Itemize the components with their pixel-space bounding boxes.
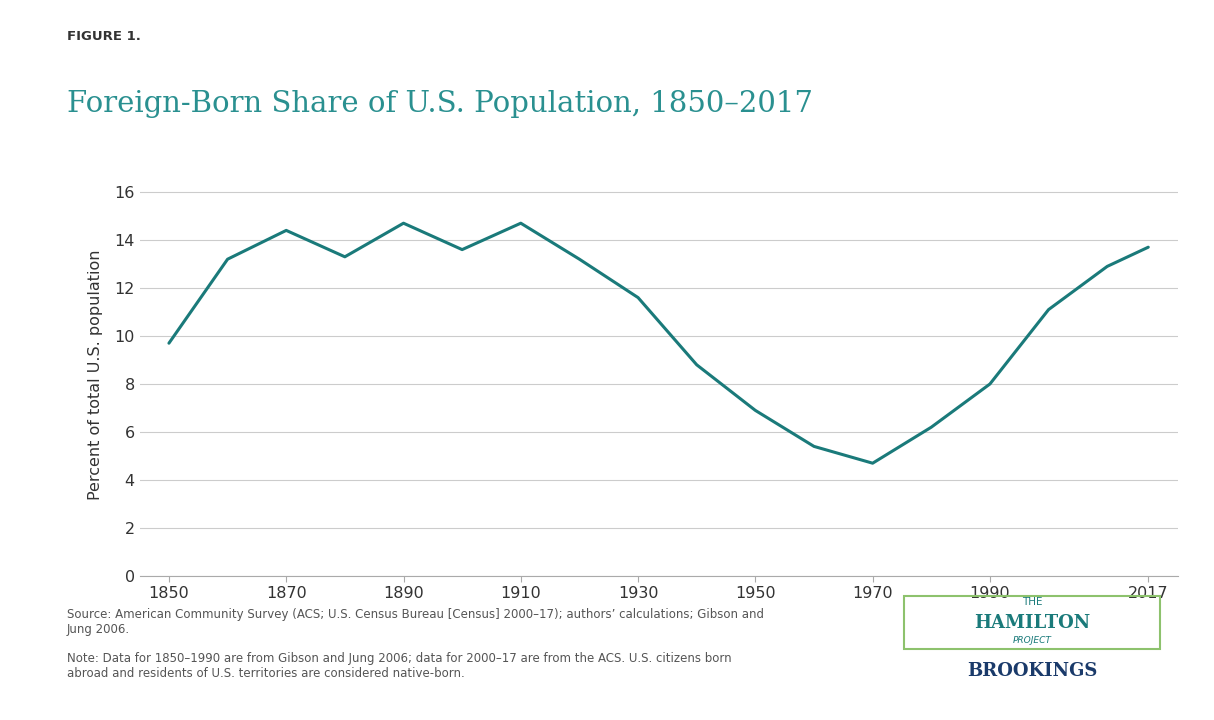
Text: HAMILTON: HAMILTON — [974, 613, 1090, 631]
Text: THE: THE — [1022, 598, 1042, 608]
Text: PROJECT: PROJECT — [1012, 636, 1051, 645]
Text: FIGURE 1.: FIGURE 1. — [67, 30, 141, 42]
Text: Source: American Community Survey (ACS; U.S. Census Bureau [Census] 2000–17); au: Source: American Community Survey (ACS; … — [67, 608, 764, 636]
Text: Foreign-Born Share of U.S. Population, 1850–2017: Foreign-Born Share of U.S. Population, 1… — [67, 90, 812, 118]
Y-axis label: Percent of total U.S. population: Percent of total U.S. population — [89, 249, 103, 500]
Text: BROOKINGS: BROOKINGS — [966, 662, 1097, 680]
Text: Note: Data for 1850–1990 are from Gibson and Jung 2006; data for 2000–17 are fro: Note: Data for 1850–1990 are from Gibson… — [67, 652, 731, 680]
